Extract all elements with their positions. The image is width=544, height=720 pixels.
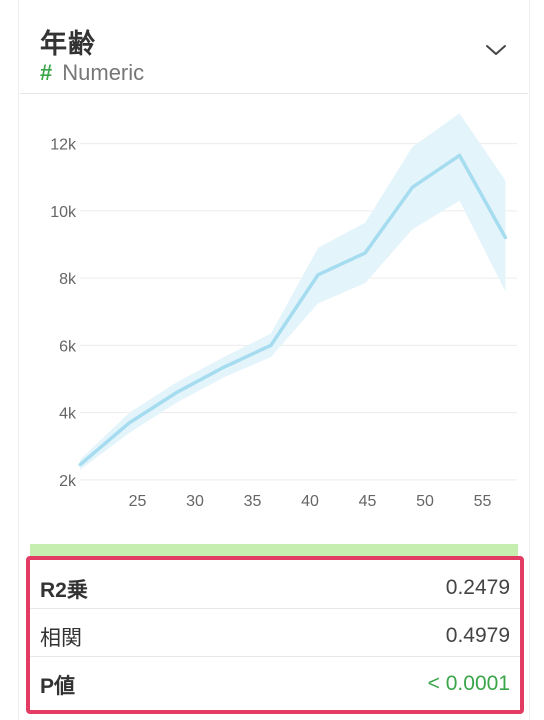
x-tick-label: 50 bbox=[416, 493, 434, 510]
y-tick-label: 10k bbox=[50, 204, 77, 221]
series-point bbox=[127, 421, 131, 425]
x-tick-label: 25 bbox=[129, 493, 147, 510]
y-tick-label: 2k bbox=[59, 473, 77, 490]
series-point bbox=[363, 251, 367, 255]
stat-value: 0.2479 bbox=[445, 576, 510, 599]
x-tick-label: 30 bbox=[186, 493, 204, 510]
column-type: # Numeric bbox=[40, 60, 144, 86]
x-tick-label: 45 bbox=[359, 493, 377, 510]
x-axis-ticks: 25 30 35 40 45 50 55 bbox=[129, 493, 492, 510]
y-tick-label: 8k bbox=[59, 271, 77, 288]
column-type-label: Numeric bbox=[62, 60, 145, 85]
chart-gridlines bbox=[80, 143, 517, 481]
x-tick-label: 35 bbox=[244, 493, 262, 510]
header-divider bbox=[20, 93, 528, 94]
series-point bbox=[175, 390, 179, 394]
stats-panel: R2乗 0.2479 相関 0.4979 P値 < 0.0001 bbox=[26, 556, 524, 714]
numeric-hash-icon: # bbox=[40, 60, 53, 85]
series-point bbox=[504, 236, 507, 240]
series-line-layer bbox=[78, 153, 508, 467]
series-line bbox=[78, 153, 508, 467]
series-point bbox=[458, 153, 461, 157]
stat-value: < 0.0001 bbox=[427, 672, 510, 695]
stat-label: R2乗 bbox=[40, 579, 88, 602]
y-axis-ticks: 2k 4k 6k 8k 10k 12k bbox=[50, 137, 77, 490]
x-tick-label: 40 bbox=[301, 493, 319, 510]
y-tick-label: 4k bbox=[59, 406, 77, 423]
y-tick-label: 6k bbox=[59, 338, 77, 355]
column-header: 年齢 # Numeric bbox=[18, 0, 530, 94]
chevron-down-icon[interactable] bbox=[484, 38, 508, 62]
series-point bbox=[269, 343, 273, 347]
stat-value: 0.4979 bbox=[445, 624, 510, 647]
column-title: 年齢 bbox=[40, 29, 96, 59]
confidence-band-layer bbox=[80, 113, 506, 470]
series-point bbox=[222, 365, 226, 369]
summary-bar bbox=[30, 544, 518, 556]
card-left-edge bbox=[18, 0, 19, 720]
card-right-edge bbox=[529, 0, 530, 720]
stat-label: 相関 bbox=[40, 627, 82, 650]
x-tick-label: 55 bbox=[474, 493, 492, 510]
column-summary-card: 年齢 # Numeric 2k 4k 6k 8k 10k 12k 25 30 35 40 45 50 5… bbox=[18, 0, 530, 720]
stat-row-correlation: 相関 0.4979 bbox=[30, 608, 520, 657]
series-point bbox=[410, 185, 414, 189]
series-point bbox=[316, 273, 320, 277]
stat-row-r-squared: R2乗 0.2479 bbox=[30, 560, 520, 609]
y-tick-label: 12k bbox=[50, 137, 77, 154]
series-point bbox=[78, 463, 82, 467]
age-trend-chart: 2k 4k 6k 8k 10k 12k 25 30 35 40 45 50 55 bbox=[50, 113, 517, 510]
stat-label: P値 bbox=[40, 675, 76, 698]
confidence-band bbox=[80, 113, 506, 470]
stat-row-p-value: P値 < 0.0001 bbox=[30, 656, 520, 704]
